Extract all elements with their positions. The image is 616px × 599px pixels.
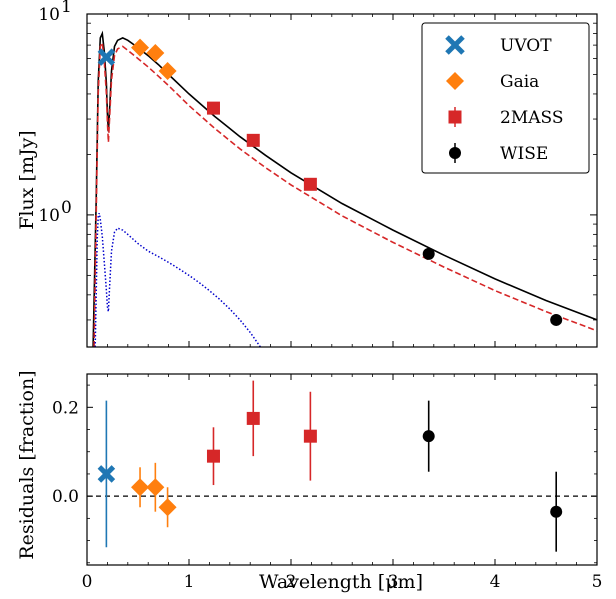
marker-x-stroke (445, 35, 465, 55)
top-ytick-label-exp: 1 (61, 0, 72, 17)
marker-x (97, 48, 116, 66)
top-ytick-label-exp: 0 (61, 198, 72, 218)
marker-circle (449, 147, 461, 159)
top-ytick-label: 10 (38, 206, 60, 226)
marker-square (303, 429, 317, 443)
marker-diamond (146, 478, 165, 497)
top-frame (86, 13, 598, 348)
marker-x-stroke (97, 465, 116, 483)
residual-xtick-label: 1 (184, 572, 195, 592)
marker-square (206, 101, 220, 115)
marker-circle (550, 505, 563, 518)
legend-label: Gaia (500, 72, 539, 92)
marker-square (448, 110, 462, 124)
marker-x (97, 465, 116, 483)
legend-box (421, 22, 590, 174)
marker-diamond (158, 62, 177, 81)
residual-ytick-label: 0.2 (52, 398, 79, 418)
residual-xtick-label: 2 (286, 572, 297, 592)
marker-square (246, 411, 260, 425)
marker-circle (422, 247, 435, 260)
marker-diamond (158, 498, 177, 517)
marker-diamond (131, 38, 150, 57)
residual-axes: 0 1 2 3 4 5 0.0 0.2 (52, 373, 603, 592)
marker-square (206, 449, 220, 463)
marker-diamond (131, 478, 150, 497)
marker-diamond (446, 72, 464, 90)
marker-diamond (146, 43, 165, 62)
legend-label: UVOT (500, 36, 552, 56)
residual-frame (86, 373, 598, 566)
legend-label: 2MASS (500, 108, 564, 128)
legend: UVOT Gaia 2MASS WISE (421, 22, 590, 174)
residual-xtick-label: 0 (82, 572, 93, 592)
model-curve-dotted (94, 212, 262, 347)
top-ylabel: Flux [mJy] (16, 130, 38, 229)
marker-x (445, 35, 465, 55)
residual-ylabel: Residuals [fraction] (16, 370, 38, 559)
xlabel: Wavelength [μm] (259, 571, 423, 593)
residual-xtick-label: 5 (592, 572, 603, 592)
marker-circle (550, 313, 563, 326)
top-ytick-label: 10 (38, 5, 60, 25)
marker-x-stroke (97, 48, 116, 66)
marker-circle (422, 430, 435, 443)
marker-square (246, 133, 260, 147)
legend-label: WISE (500, 144, 548, 164)
model-curve-solid (92, 30, 597, 347)
top-data-points (97, 38, 563, 326)
residual-xtick-label: 3 (388, 572, 399, 592)
residual-data-points (87, 380, 597, 552)
residual-ytick-label: 0.0 (52, 487, 79, 507)
marker-square (303, 177, 317, 191)
residual-xtick-label: 4 (490, 572, 501, 592)
